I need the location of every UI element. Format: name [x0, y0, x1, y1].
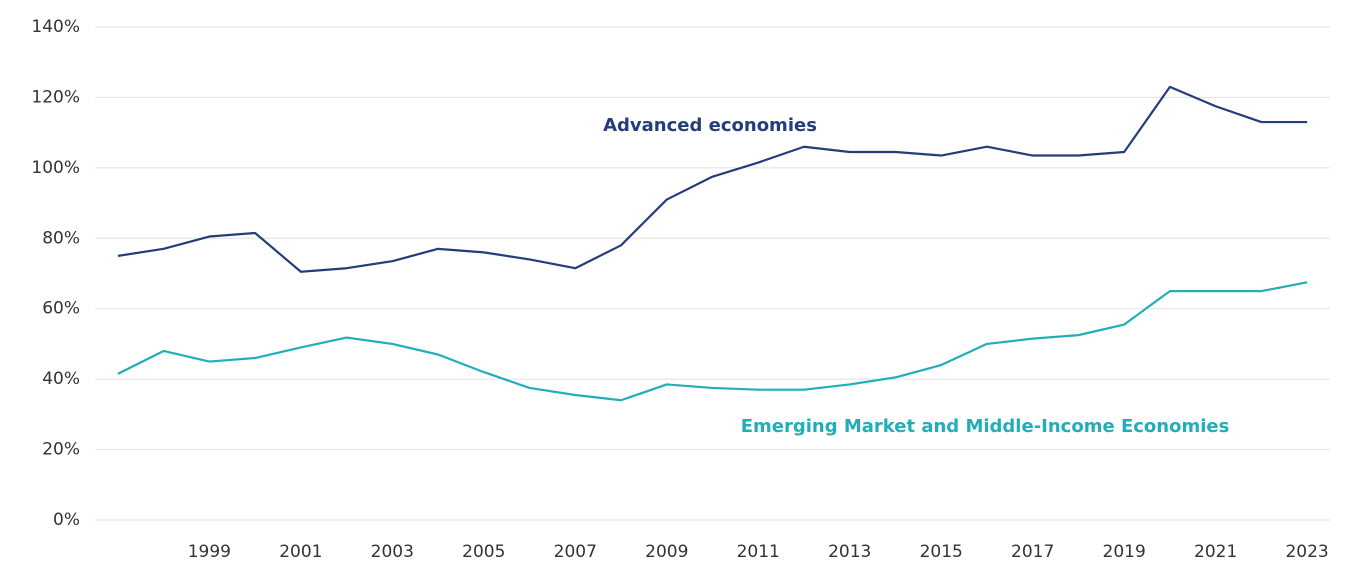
- x-tick-label: 2011: [737, 542, 780, 562]
- x-tick-label: 1999: [188, 542, 231, 562]
- x-tick-label: 2009: [645, 542, 688, 562]
- x-tick-label: 2001: [279, 542, 322, 562]
- x-tick-label: 2023: [1285, 542, 1328, 562]
- y-tick-label: 40%: [42, 369, 80, 389]
- y-tick-label: 60%: [42, 299, 80, 319]
- x-tick-label: 2005: [462, 542, 505, 562]
- series-annotation: Advanced economies: [603, 115, 817, 136]
- x-tick-label: 2003: [371, 542, 414, 562]
- x-tick-label: 2007: [554, 542, 597, 562]
- series-line: [117, 85, 1308, 273]
- y-tick-label: 100%: [31, 158, 80, 178]
- y-tick-label: 120%: [31, 87, 80, 107]
- series-annotation: Emerging Market and Middle-Income Econom…: [741, 416, 1230, 437]
- x-tick-label: 2015: [920, 542, 963, 562]
- y-tick-label: 0%: [53, 510, 80, 530]
- series-line: [117, 281, 1308, 402]
- x-tick-label: 2019: [1103, 542, 1146, 562]
- y-tick-label: 20%: [42, 440, 80, 460]
- y-tick-label: 140%: [31, 17, 80, 37]
- y-tick-label: 80%: [42, 228, 80, 248]
- x-tick-label: 2013: [828, 542, 871, 562]
- x-tick-label: 2021: [1194, 542, 1237, 562]
- x-tick-label: 2017: [1011, 542, 1054, 562]
